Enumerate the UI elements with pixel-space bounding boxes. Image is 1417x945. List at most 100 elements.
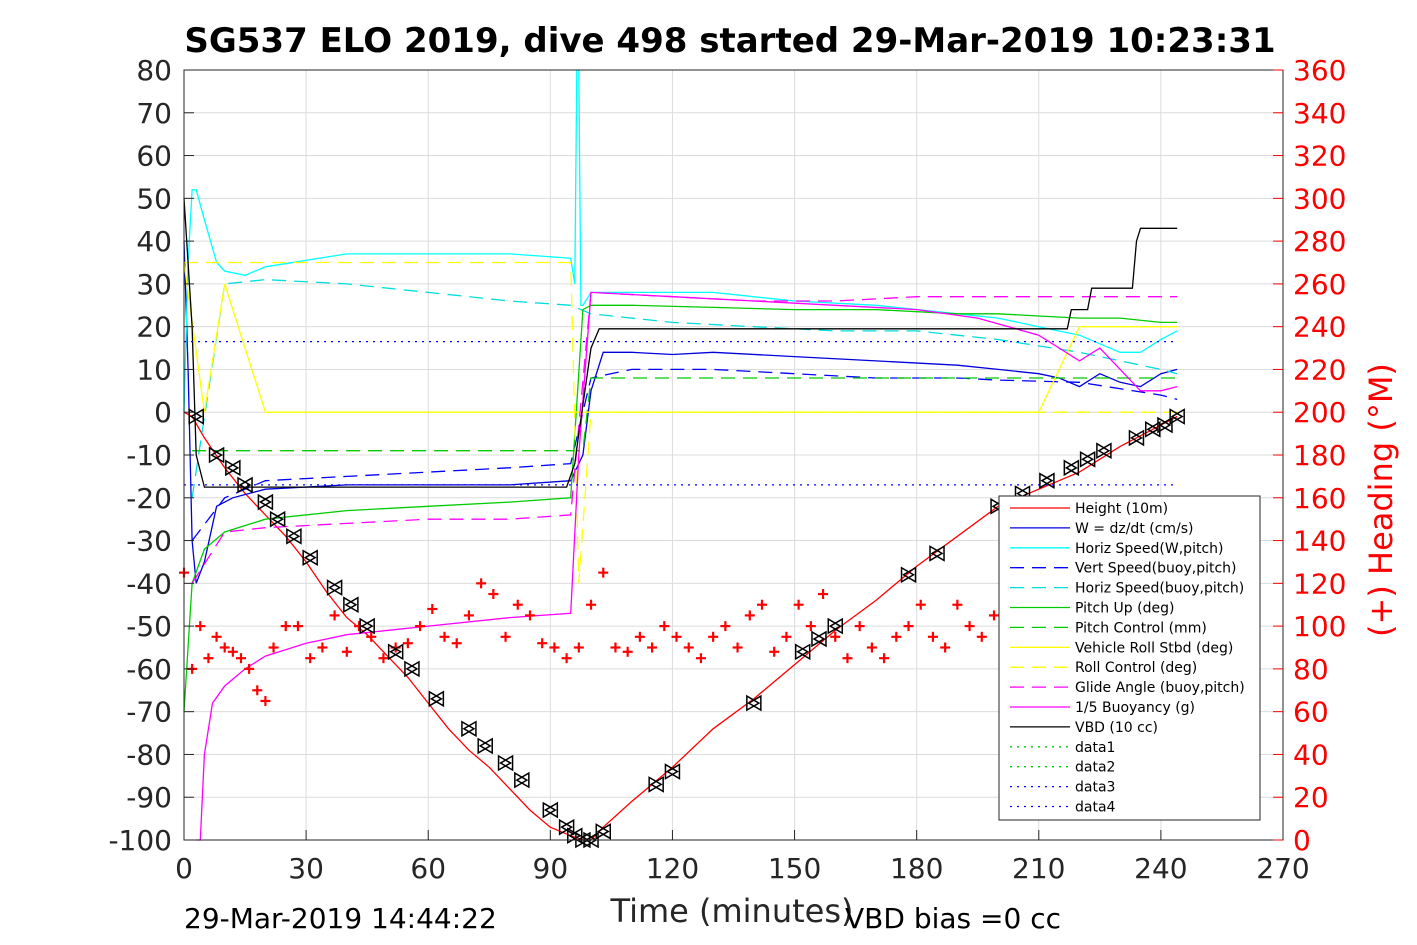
height-marker — [497, 754, 514, 772]
right-tick-label: 100 — [1293, 610, 1346, 643]
left-tick-label: -40 — [126, 567, 172, 600]
heading-point — [708, 631, 719, 642]
legend-item: Pitch Up (deg) — [1010, 601, 1174, 617]
heading-point — [842, 653, 853, 664]
height-marker — [1169, 408, 1185, 425]
footer-timestamp: 29-Mar-2019 14:44:22 — [184, 902, 497, 935]
x-tick-label: 180 — [890, 852, 943, 885]
heading-point — [378, 653, 389, 664]
left-tick-label: 70 — [136, 97, 172, 130]
heading-point — [915, 599, 926, 610]
height-marker — [225, 459, 241, 477]
heading-point — [252, 685, 263, 696]
heading-point — [854, 621, 865, 632]
legend-label: 1/5 Buoyancy (g) — [1075, 700, 1195, 716]
heading-point — [818, 589, 829, 600]
x-tick-label: 150 — [768, 852, 821, 885]
height-marker — [286, 527, 302, 545]
left-tick-label: 20 — [136, 311, 172, 344]
height-marker — [1039, 472, 1055, 489]
heading-point — [427, 604, 438, 614]
height-marker — [343, 596, 359, 614]
legend: Height (10m) W = dz/dt (cm/s) Horiz Speed(… — [998, 495, 1261, 821]
legend-label: Vert Speed(buoy,pitch) — [1075, 561, 1237, 577]
x-tick-label: 30 — [288, 852, 324, 885]
right-tick-label: 140 — [1293, 525, 1346, 558]
heading-point — [573, 642, 584, 653]
height-marker — [1128, 429, 1145, 447]
legend-item: Glide Angle (buoy,pitch) — [1010, 680, 1245, 696]
heading-point — [524, 610, 535, 621]
height-marker — [929, 545, 945, 562]
left-tick-label: -90 — [126, 781, 172, 814]
heading-point — [610, 642, 621, 653]
height-marker — [595, 823, 611, 840]
heading-point — [586, 599, 597, 610]
heading-point — [402, 638, 413, 649]
heading-point — [756, 599, 767, 610]
right-tick-label: 180 — [1293, 439, 1346, 472]
heading-point — [598, 567, 609, 578]
left-tick-label: -50 — [126, 610, 172, 643]
height-marker — [269, 510, 286, 528]
heading-point — [891, 631, 902, 642]
left-tick-label: -70 — [126, 696, 172, 729]
right-axis-label: (+) Heading (°M) — [1362, 363, 1400, 637]
right-tick-label: 260 — [1293, 268, 1346, 301]
heading-point — [683, 642, 694, 653]
heading-point — [280, 621, 291, 632]
marker-layer — [188, 408, 1185, 849]
chart-title: SG537 ELO 2019, dive 498 started 29-Mar-… — [184, 21, 1275, 61]
heading-point — [317, 642, 328, 653]
heading-point — [500, 631, 511, 642]
height-marker — [208, 446, 225, 464]
height-marker — [302, 549, 318, 566]
right-tick-label: 200 — [1293, 396, 1346, 429]
height-marker — [1063, 459, 1080, 477]
legend-item: VBD (10 cc) — [1010, 720, 1158, 736]
legend-label: data3 — [1075, 780, 1115, 796]
left-tick-label: 0 — [154, 396, 172, 429]
right-tick-label: 220 — [1293, 353, 1346, 386]
height-marker — [387, 643, 404, 661]
heading-point — [744, 610, 755, 621]
legend-label: data1 — [1075, 740, 1115, 756]
right-tick-label: 0 — [1293, 824, 1311, 857]
right-tick-label: 80 — [1293, 653, 1329, 686]
right-tick-label: 160 — [1293, 482, 1346, 515]
left-tick-label: -60 — [126, 653, 172, 686]
height-marker — [359, 617, 375, 635]
height-marker — [648, 776, 664, 793]
heading-point — [219, 642, 230, 653]
height-marker — [1096, 442, 1112, 460]
x-tick-label: 210 — [1012, 852, 1065, 885]
heading-point — [549, 642, 560, 653]
x-tick-label: 90 — [533, 852, 569, 885]
legend-label: Height (10m) — [1075, 501, 1168, 517]
left-tick-label: -30 — [126, 525, 172, 558]
heading-point — [268, 642, 279, 653]
height-marker — [477, 737, 493, 755]
legend-item: data1 — [1010, 740, 1115, 756]
x-tick-label: 0 — [175, 852, 193, 885]
legend-items: Height (10m) W = dz/dt (cm/s) Horiz Speed(… — [1010, 501, 1245, 816]
heading-point — [647, 642, 658, 653]
legend-item: data4 — [1010, 800, 1116, 816]
x-axis-label: Time (minutes) — [610, 892, 854, 930]
heading-point — [451, 638, 462, 649]
heading-point — [769, 646, 780, 657]
heading-point — [659, 621, 670, 632]
legend-label: Horiz Speed(buoy,pitch) — [1075, 581, 1244, 597]
height-marker — [900, 566, 917, 584]
heading-point — [671, 631, 682, 642]
legend-item: Vehicle Roll Stbd (deg) — [1010, 640, 1233, 656]
height-marker — [794, 643, 811, 661]
heading-point — [879, 653, 890, 664]
right-tick-label: 60 — [1293, 696, 1329, 729]
height-marker — [811, 630, 827, 648]
heading-point — [976, 631, 987, 642]
left-tick-label: 50 — [136, 182, 172, 215]
x-tick-label: 270 — [1256, 852, 1309, 885]
left-tick-label: -10 — [126, 439, 172, 472]
